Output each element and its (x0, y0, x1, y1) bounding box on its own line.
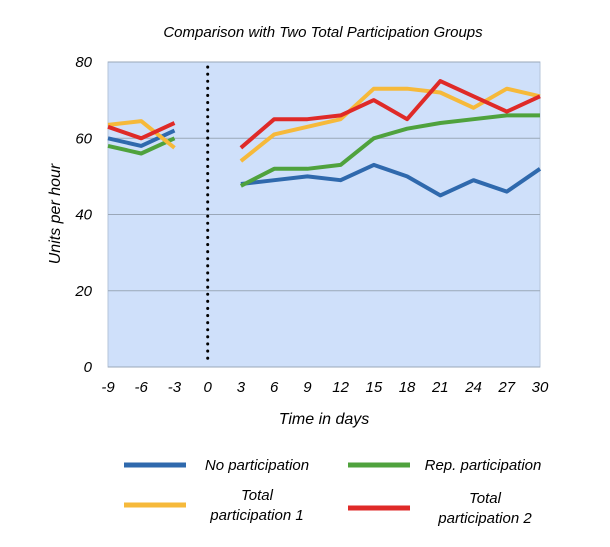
series-line-total-participation-2 (239, 79, 541, 150)
y-tick-label: 80 (75, 54, 92, 71)
x-axis-ticks: -9 -6 -3 0 3 6 9 12 15 18 21 24 27 30 (101, 379, 549, 396)
x-tick-label: -6 (135, 379, 149, 396)
x-tick-label: 30 (532, 379, 549, 396)
y-tick-label: 0 (84, 359, 93, 376)
x-tick-label: 6 (270, 379, 279, 396)
x-tick-label: -3 (168, 379, 182, 396)
y-tick-label: 40 (75, 207, 92, 224)
y-axis-label: Units per hour (47, 163, 64, 264)
x-tick-label: 12 (332, 379, 349, 396)
x-axis-label: Time in days (279, 411, 370, 428)
legend: No participation Rep. participation Total p… (124, 457, 541, 527)
legend-label-rep-participation: Rep. participation (425, 457, 542, 474)
gridlines (108, 61, 540, 368)
y-tick-label: 20 (74, 283, 92, 300)
series-line-total-participation-2 (107, 121, 176, 141)
series-line-rep-participation (239, 113, 540, 188)
x-tick-label: 27 (497, 379, 515, 396)
chart-title: Comparison with Two Total Participation … (163, 24, 483, 41)
x-tick-label: 15 (366, 379, 383, 396)
legend-label-total-participation-2: Total participation 2 (437, 490, 532, 527)
y-axis-ticks: 0 20 40 60 80 (74, 54, 92, 376)
series-line-total-participation-1 (107, 119, 176, 150)
x-tick-label: 18 (399, 379, 416, 396)
plot-area (107, 61, 542, 368)
x-tick-label: 9 (303, 379, 312, 396)
series-layer (107, 79, 542, 198)
x-tick-label: 21 (431, 379, 449, 396)
x-tick-label: -9 (101, 379, 115, 396)
legend-label-total-participation-1: Total participation 1 (209, 487, 303, 524)
series-line-rep-participation (107, 136, 176, 156)
x-tick-label: 3 (237, 379, 246, 396)
legend-label-no-participation: No participation (205, 457, 309, 474)
series-line-total-participation-1 (239, 86, 541, 163)
series-line-no-participation (240, 162, 542, 198)
x-tick-label: 0 (204, 379, 213, 396)
x-tick-label: 24 (464, 379, 482, 396)
y-tick-label: 60 (75, 130, 92, 147)
series-line-no-participation (107, 128, 176, 148)
